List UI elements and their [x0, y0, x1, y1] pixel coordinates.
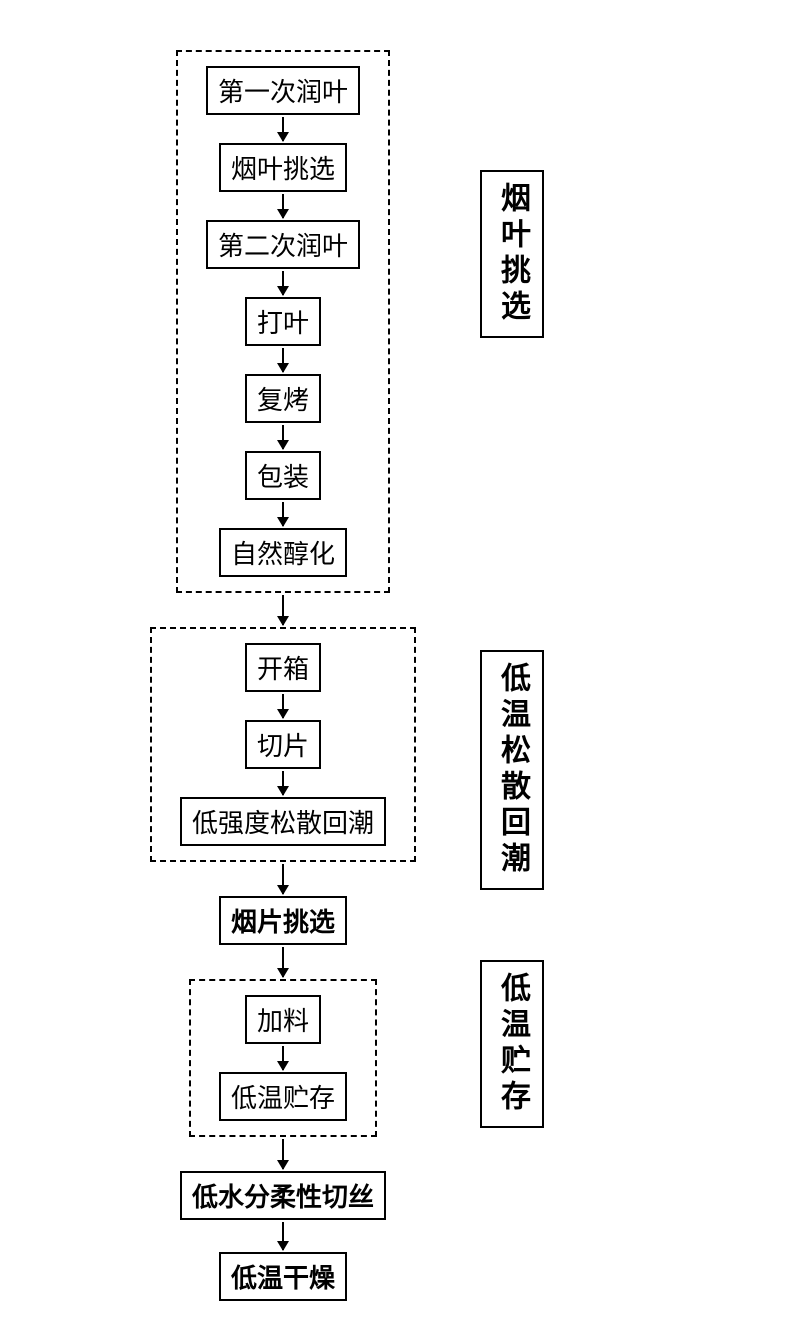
- arrow: [282, 947, 284, 977]
- step-8-box: 开箱: [245, 643, 321, 692]
- side-label-2: 低温松散回潮: [480, 650, 544, 890]
- group-1-dashed: 第一次润叶 烟叶挑选 第二次润叶 打叶 复烤 包装 自然醇化: [176, 50, 390, 593]
- arrow: [282, 117, 284, 141]
- step-10-box: 低强度松散回潮: [180, 797, 386, 846]
- arrow: [282, 1222, 284, 1250]
- step-5-box: 复烤: [245, 374, 321, 423]
- step-7-box: 自然醇化: [219, 528, 347, 577]
- arrow: [282, 771, 284, 795]
- group-3-dashed: 加料 低温贮存: [189, 979, 377, 1137]
- arrow: [282, 1046, 284, 1070]
- step-4-box: 打叶: [245, 297, 321, 346]
- arrow: [282, 425, 284, 449]
- arrow: [282, 502, 284, 526]
- arrow: [282, 348, 284, 372]
- arrow: [282, 864, 284, 894]
- step-11-box: 加料: [245, 995, 321, 1044]
- step-6-box: 包装: [245, 451, 321, 500]
- arrow: [282, 271, 284, 295]
- group-2-dashed: 开箱 切片 低强度松散回潮: [150, 627, 416, 862]
- side-label-3: 低温贮存: [480, 960, 544, 1128]
- arrow: [282, 1139, 284, 1169]
- final-step-14-box: 低温干燥: [219, 1252, 347, 1301]
- step-2-box: 烟叶挑选: [219, 143, 347, 192]
- arrow: [282, 194, 284, 218]
- step-1-box: 第一次润叶: [206, 66, 360, 115]
- step-3-box: 第二次润叶: [206, 220, 360, 269]
- side-label-1: 烟叶挑选: [480, 170, 544, 338]
- arrow: [282, 694, 284, 718]
- flowchart-column: 第一次润叶 烟叶挑选 第二次润叶 打叶 复烤 包装 自然醇化 开箱 切片 低强度…: [150, 50, 416, 1301]
- arrow: [282, 595, 284, 625]
- step-9-box: 切片: [245, 720, 321, 769]
- step-12-box: 低温贮存: [219, 1072, 347, 1121]
- final-step-13-box: 低水分柔性切丝: [180, 1171, 386, 1220]
- between-step-box: 烟片挑选: [219, 896, 347, 945]
